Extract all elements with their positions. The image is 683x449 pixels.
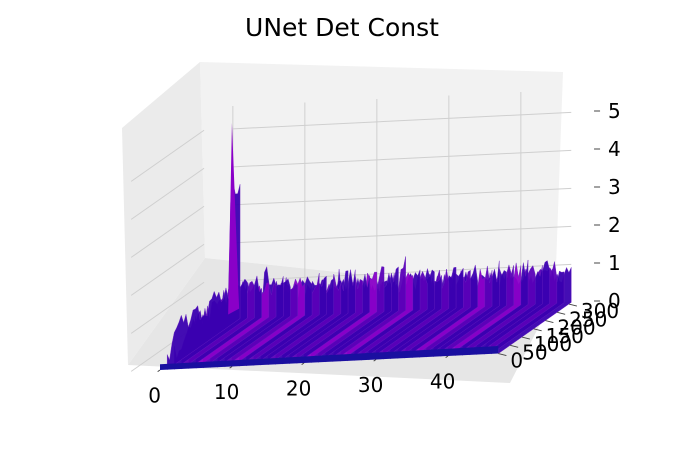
z-tick-label: 1	[608, 251, 621, 275]
y-tick-label: 250	[569, 307, 607, 331]
z-tick-label: 3	[608, 175, 621, 199]
left-gridline	[130, 129, 205, 182]
x-tick	[157, 369, 161, 373]
left-gridline	[130, 205, 205, 258]
left-gridline	[130, 281, 205, 334]
z-tick-label: 5	[608, 99, 621, 123]
y-tick-label: 100	[534, 332, 572, 356]
z-tick-label: 0	[608, 289, 621, 313]
left-pane	[122, 62, 205, 365]
y-tick-label: 150	[546, 324, 584, 348]
y-tick	[557, 311, 566, 315]
x-tick-label: 20	[286, 377, 311, 401]
x-tick-label: 0	[148, 384, 161, 408]
z-gridline	[232, 225, 572, 244]
x-tick-label: 30	[358, 373, 383, 397]
z-gridline	[232, 149, 572, 168]
left-gridline	[130, 243, 205, 296]
z-tick-label: 4	[608, 137, 621, 161]
y-tick	[568, 303, 578, 307]
surface-peak	[228, 122, 240, 315]
y-tick-label: 300	[581, 299, 619, 323]
y-tick-label: 50	[522, 340, 547, 364]
z-gridline	[232, 187, 572, 206]
x-tick-label: 10	[214, 380, 239, 404]
x-tick	[445, 355, 449, 359]
surface-front-face	[160, 345, 499, 370]
x-tick	[373, 359, 377, 362]
y-tick	[498, 353, 507, 357]
y-tick-label: 0	[510, 349, 523, 373]
back-pane	[200, 62, 563, 295]
surface-plot	[160, 122, 572, 371]
y-tick	[533, 328, 542, 332]
y-tick	[545, 320, 554, 324]
x-tick	[229, 366, 233, 369]
chart-title: UNet Det Const	[245, 13, 439, 42]
y-tick-label: 200	[557, 316, 595, 340]
left-gridline	[130, 167, 205, 220]
x-tick	[301, 362, 305, 366]
x-tick-label: 40	[430, 370, 455, 394]
y-tick	[521, 336, 531, 340]
z-gridline	[232, 111, 572, 130]
z-tick-label: 2	[608, 213, 621, 237]
y-tick	[510, 344, 519, 348]
